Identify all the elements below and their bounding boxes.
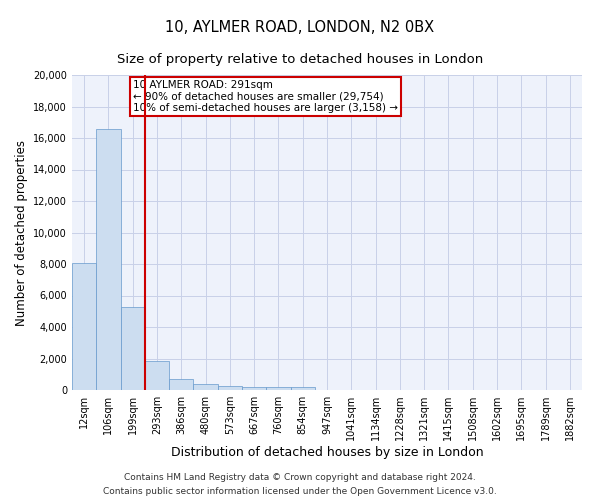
X-axis label: Distribution of detached houses by size in London: Distribution of detached houses by size …	[170, 446, 484, 459]
Text: 10, AYLMER ROAD, LONDON, N2 0BX: 10, AYLMER ROAD, LONDON, N2 0BX	[166, 20, 434, 35]
Bar	[145, 361, 169, 390]
Y-axis label: Number of detached properties: Number of detached properties	[15, 140, 28, 326]
Bar	[121, 306, 145, 390]
Text: Size of property relative to detached houses in London: Size of property relative to detached ho…	[117, 52, 483, 66]
Text: Contains HM Land Registry data © Crown copyright and database right 2024.: Contains HM Land Registry data © Crown c…	[124, 472, 476, 482]
Bar	[169, 380, 193, 390]
Bar	[193, 384, 218, 390]
Text: Contains public sector information licensed under the Open Government Licence v3: Contains public sector information licen…	[103, 488, 497, 496]
Bar	[72, 263, 96, 390]
Bar	[266, 388, 290, 390]
Bar	[96, 128, 121, 390]
Bar	[242, 386, 266, 390]
Bar	[218, 386, 242, 390]
Bar	[290, 387, 315, 390]
Text: 10 AYLMER ROAD: 291sqm
← 90% of detached houses are smaller (29,754)
10% of semi: 10 AYLMER ROAD: 291sqm ← 90% of detached…	[133, 80, 398, 113]
